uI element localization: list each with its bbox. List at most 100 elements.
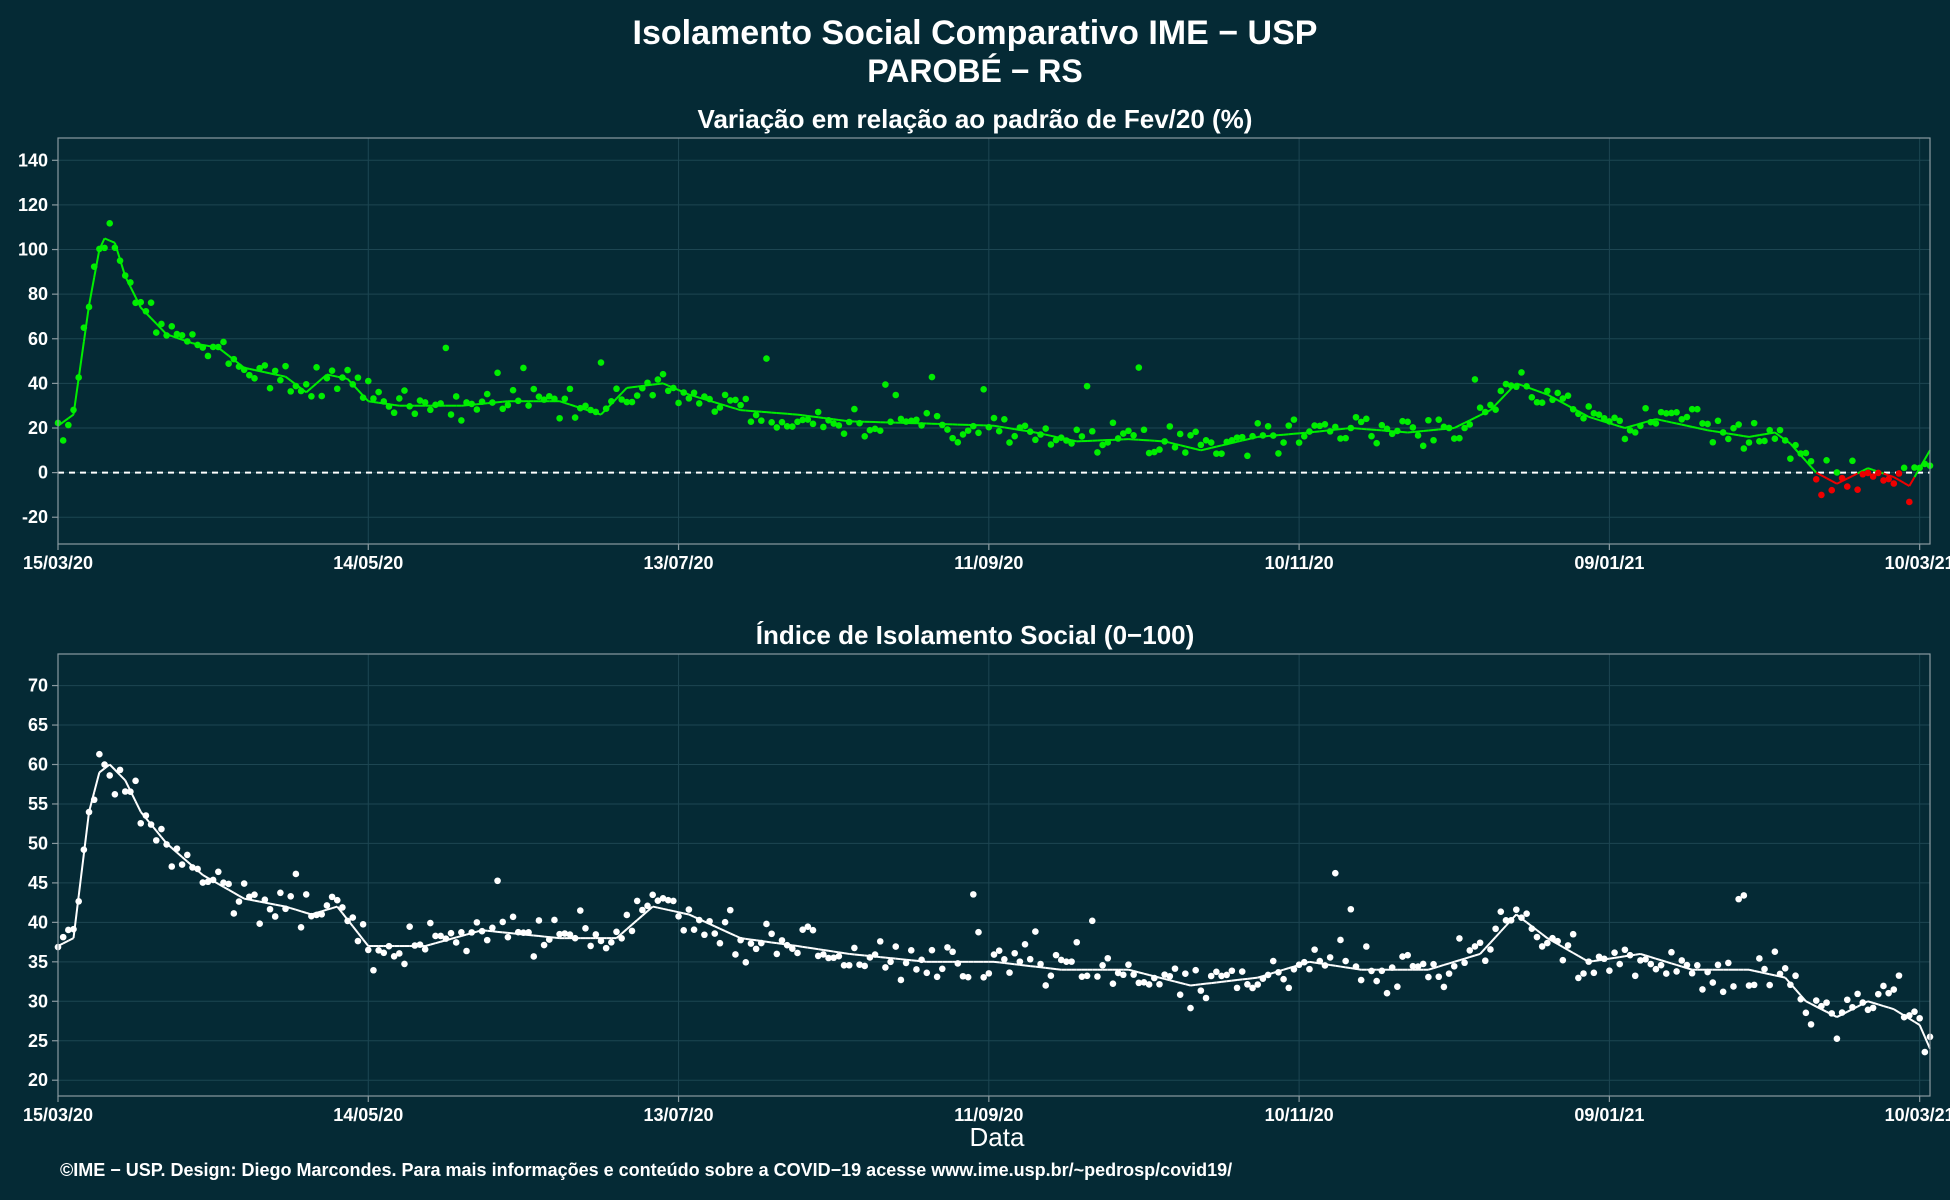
data-point [1699,420,1706,427]
data-point [799,416,806,424]
trend-line-segment [1707,429,1713,433]
data-point [561,930,569,937]
trend-line-segment [1448,960,1455,965]
data-point [1585,403,1592,410]
x-tick-label: 15/03/20 [23,1105,93,1125]
data-point [1461,959,1468,967]
data-point [1430,960,1437,968]
data-point [127,788,134,796]
data-point [1078,973,1086,980]
data-point [882,964,889,971]
trend-line-segment [1469,416,1476,422]
data-point [1688,969,1696,977]
data-point [778,937,786,944]
trend-line-segment [1593,417,1600,421]
trend-line-segment [373,400,379,404]
data-point [230,355,238,363]
data-point [375,388,382,396]
trend-line-segment [393,403,400,407]
data-point [1456,434,1463,442]
data-point [644,379,651,387]
data-point [1306,428,1313,435]
data-point [1642,404,1649,412]
data-point [1673,409,1680,416]
data-point [1425,416,1432,424]
data-point [639,384,646,392]
trend-line-segment [222,885,230,891]
data-point [1233,984,1241,992]
trend-line-segment [1593,959,1600,963]
trend-line-segment [1190,446,1196,451]
trend-line-segment [1004,962,1010,965]
data-point [297,924,305,931]
data-point [1037,960,1044,968]
data-point [959,972,967,980]
data-point [1466,421,1474,428]
y-tick-label: 50 [28,833,48,853]
trend-line-segment [1640,952,1646,957]
data-point [1001,955,1008,963]
data-point [1363,415,1370,423]
data-point [1714,417,1722,425]
x-tick-label: 14/05/20 [333,553,403,573]
data-point [1057,956,1065,964]
data-point [695,916,703,924]
data-point [990,951,998,958]
data-point [380,949,388,957]
data-point [385,403,393,410]
data-point [525,402,532,409]
data-point [416,941,424,948]
data-point [970,891,977,898]
data-point [887,418,894,426]
data-point [1383,425,1391,433]
data-point [1492,406,1499,413]
data-point [1730,983,1737,990]
trend-line-segment [667,908,674,913]
data-point [514,928,522,936]
data-point [535,393,543,400]
data-point [1735,421,1742,428]
data-point [59,437,67,444]
trend-line-segment [1045,433,1052,437]
trend-line-segment [295,908,302,913]
data-point [1662,970,1670,977]
data-point [1021,422,1029,430]
data-point [75,374,82,381]
trend-line-segment [1635,952,1641,956]
data-point [1264,423,1272,430]
trend-line-segment [1500,925,1507,933]
data-point [215,343,222,351]
data-point [261,896,269,904]
trend-line-segment [264,371,271,375]
data-point [1357,976,1365,984]
data-point [1466,947,1474,954]
data-point [111,244,119,252]
trend-line-segment [766,940,772,944]
data-point [1244,452,1251,460]
data-point [618,396,625,403]
data-point [789,945,796,953]
data-point [1145,449,1153,457]
data-point [675,913,682,920]
trend-line-segment [1671,421,1677,425]
trend-line-segment [326,907,333,911]
data-point [370,966,377,974]
data-point [1885,989,1892,997]
data-point [1213,450,1220,457]
trend-line-segment [1645,954,1652,959]
data-point [1435,973,1443,981]
data-point [1668,409,1675,417]
trend-line-segment [797,945,803,948]
data-point [1906,1012,1913,1019]
data-point [359,921,367,928]
x-tick-label: 09/01/21 [1574,553,1644,573]
data-point [235,363,243,370]
trend-line-segment [1836,480,1843,485]
data-point [1099,441,1106,449]
data-point [1445,424,1453,432]
trend-line-segment [1681,423,1688,427]
trend-line-segment [688,913,695,918]
trend-line-segment [1200,448,1207,452]
data-point [1626,951,1634,959]
trend-line-segment [615,932,623,939]
